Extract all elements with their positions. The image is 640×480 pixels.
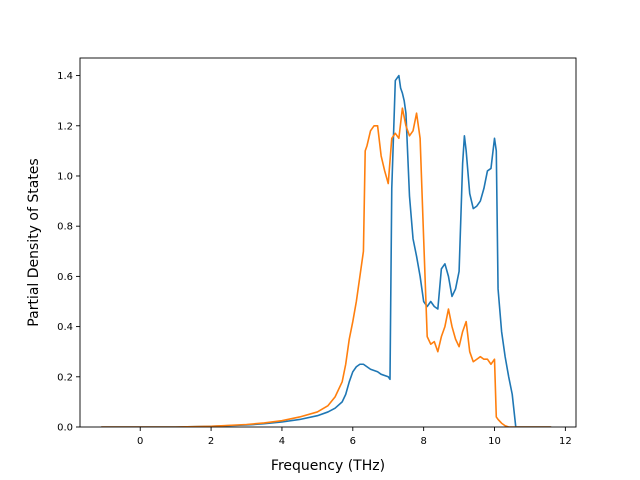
y-tick-label: 1.2 xyxy=(57,121,73,132)
x-tick-label: 6 xyxy=(350,436,356,447)
x-tick-label: 4 xyxy=(279,436,285,447)
axis-ticks: 0 2 4 6 8 10 12 0.0 0.2 0.4 0.6 0.8 1.0 1.2 1.4 xyxy=(57,71,572,447)
y-tick-label: 0.6 xyxy=(57,272,73,283)
y-axis-label: Partial Density of States xyxy=(26,158,42,326)
y-tick-label: 0.2 xyxy=(57,372,73,383)
y-tick-label: 0.4 xyxy=(57,322,73,333)
axes-frame xyxy=(79,57,577,428)
y-tick-label: 1.4 xyxy=(57,71,73,82)
series-line-2 xyxy=(101,107,552,427)
x-tick-label: 8 xyxy=(420,436,426,447)
y-tick-label: 1.0 xyxy=(57,171,73,182)
x-tick-label: 2 xyxy=(208,436,214,447)
x-tick-label: 12 xyxy=(559,436,572,447)
y-tick-label: 0.8 xyxy=(57,222,73,233)
plot-area xyxy=(79,57,577,428)
x-tick-label: 10 xyxy=(488,436,501,447)
y-tick-label: 0.0 xyxy=(57,423,73,434)
x-tick-label: 0 xyxy=(137,436,143,447)
x-axis-label: Frequency (THz) xyxy=(271,458,385,474)
series-line-1 xyxy=(101,74,552,427)
